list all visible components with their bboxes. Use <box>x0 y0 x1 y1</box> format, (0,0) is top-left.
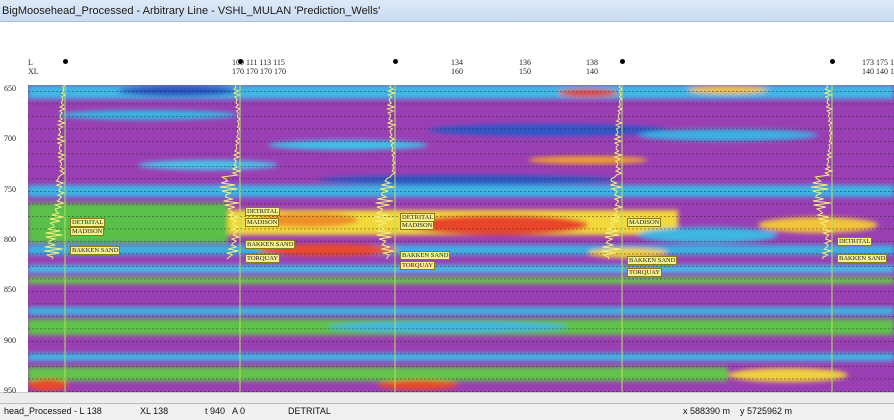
depth-tick-label: 700 <box>4 134 16 144</box>
status-field: t 940 <box>205 406 226 416</box>
formation-top-label: DETRITAL <box>70 218 106 227</box>
inline-label: 109 111 113 115 <box>232 58 285 67</box>
well-marker <box>830 59 835 64</box>
status-field: DETRITAL <box>288 406 331 416</box>
status-field: XL 138 <box>140 406 169 416</box>
well-marker <box>393 59 398 64</box>
status-field: head_Processed - L 138 <box>4 406 102 416</box>
crossline-label: 140 140 1 <box>862 67 894 76</box>
formation-top-label: BAKKEN SAND <box>245 240 296 249</box>
well-log-curve <box>601 85 624 260</box>
formation-top-label: TORQUAY <box>245 254 281 263</box>
formation-top-label: TORQUAY <box>400 261 436 270</box>
well-marker <box>238 59 243 64</box>
depth-tick-label: 650 <box>4 84 16 93</box>
inline-label: 138 <box>586 58 598 67</box>
formation-top-label: DETRITAL <box>837 237 873 246</box>
depth-tick-label: 800 <box>4 234 16 244</box>
depth-tick-label: 850 <box>4 285 16 295</box>
formation-top-label: MADISON <box>245 218 280 227</box>
well-log-curve <box>44 85 67 260</box>
depth-tick-label: 750 <box>4 184 16 194</box>
well-log-curve <box>374 85 397 260</box>
inline-label: 173 175 1 <box>862 58 894 67</box>
crossline-label: 160 <box>451 67 463 76</box>
formation-top-label: BAKKEN SAND <box>400 251 451 260</box>
formation-top-label: BAKKEN SAND <box>837 254 888 263</box>
crossline-label: 140 <box>586 67 598 76</box>
well-log-curve <box>219 85 242 260</box>
formation-top-label: BAKKEN SAND <box>70 246 121 255</box>
formation-top-label: MADISON <box>400 221 435 230</box>
status-field: A 0 <box>232 406 246 416</box>
seismic-section <box>28 85 894 392</box>
well-marker <box>63 59 68 64</box>
inline-label: 134 <box>451 58 463 67</box>
formation-top-label: DETRITAL <box>245 207 281 216</box>
section-header: L XL 109 111 113 115 170 170 170 170 134 160 1… <box>0 22 894 85</box>
inline-label: 136 <box>519 58 531 67</box>
status-field: y 5725962 m <box>740 406 793 416</box>
row-label: XL <box>28 67 39 76</box>
formation-top-label: MADISON <box>70 227 105 236</box>
well-marker <box>620 59 625 64</box>
depth-tick-label: 900 <box>4 335 16 345</box>
formation-top-label: MADISON <box>627 218 662 227</box>
well-log-curve <box>810 85 834 260</box>
status-field: x 588390 m <box>683 406 731 416</box>
row-label: L <box>28 58 33 67</box>
crossline-label: 150 <box>519 67 531 76</box>
depth-tick-label: 950 <box>4 385 16 395</box>
formation-top-label: BAKKEN SAND <box>627 256 678 265</box>
horizontal-scrollbar[interactable] <box>0 392 894 403</box>
crossline-label: 170 170 170 170 <box>232 67 286 76</box>
window-title: BigMoosehead_Processed - Arbitrary Line … <box>0 0 894 22</box>
formation-top-label: TORQUAY <box>627 268 663 277</box>
status-bar: head_Processed - L 138 XL 138 t 940 A 0 DETR… <box>0 403 894 420</box>
